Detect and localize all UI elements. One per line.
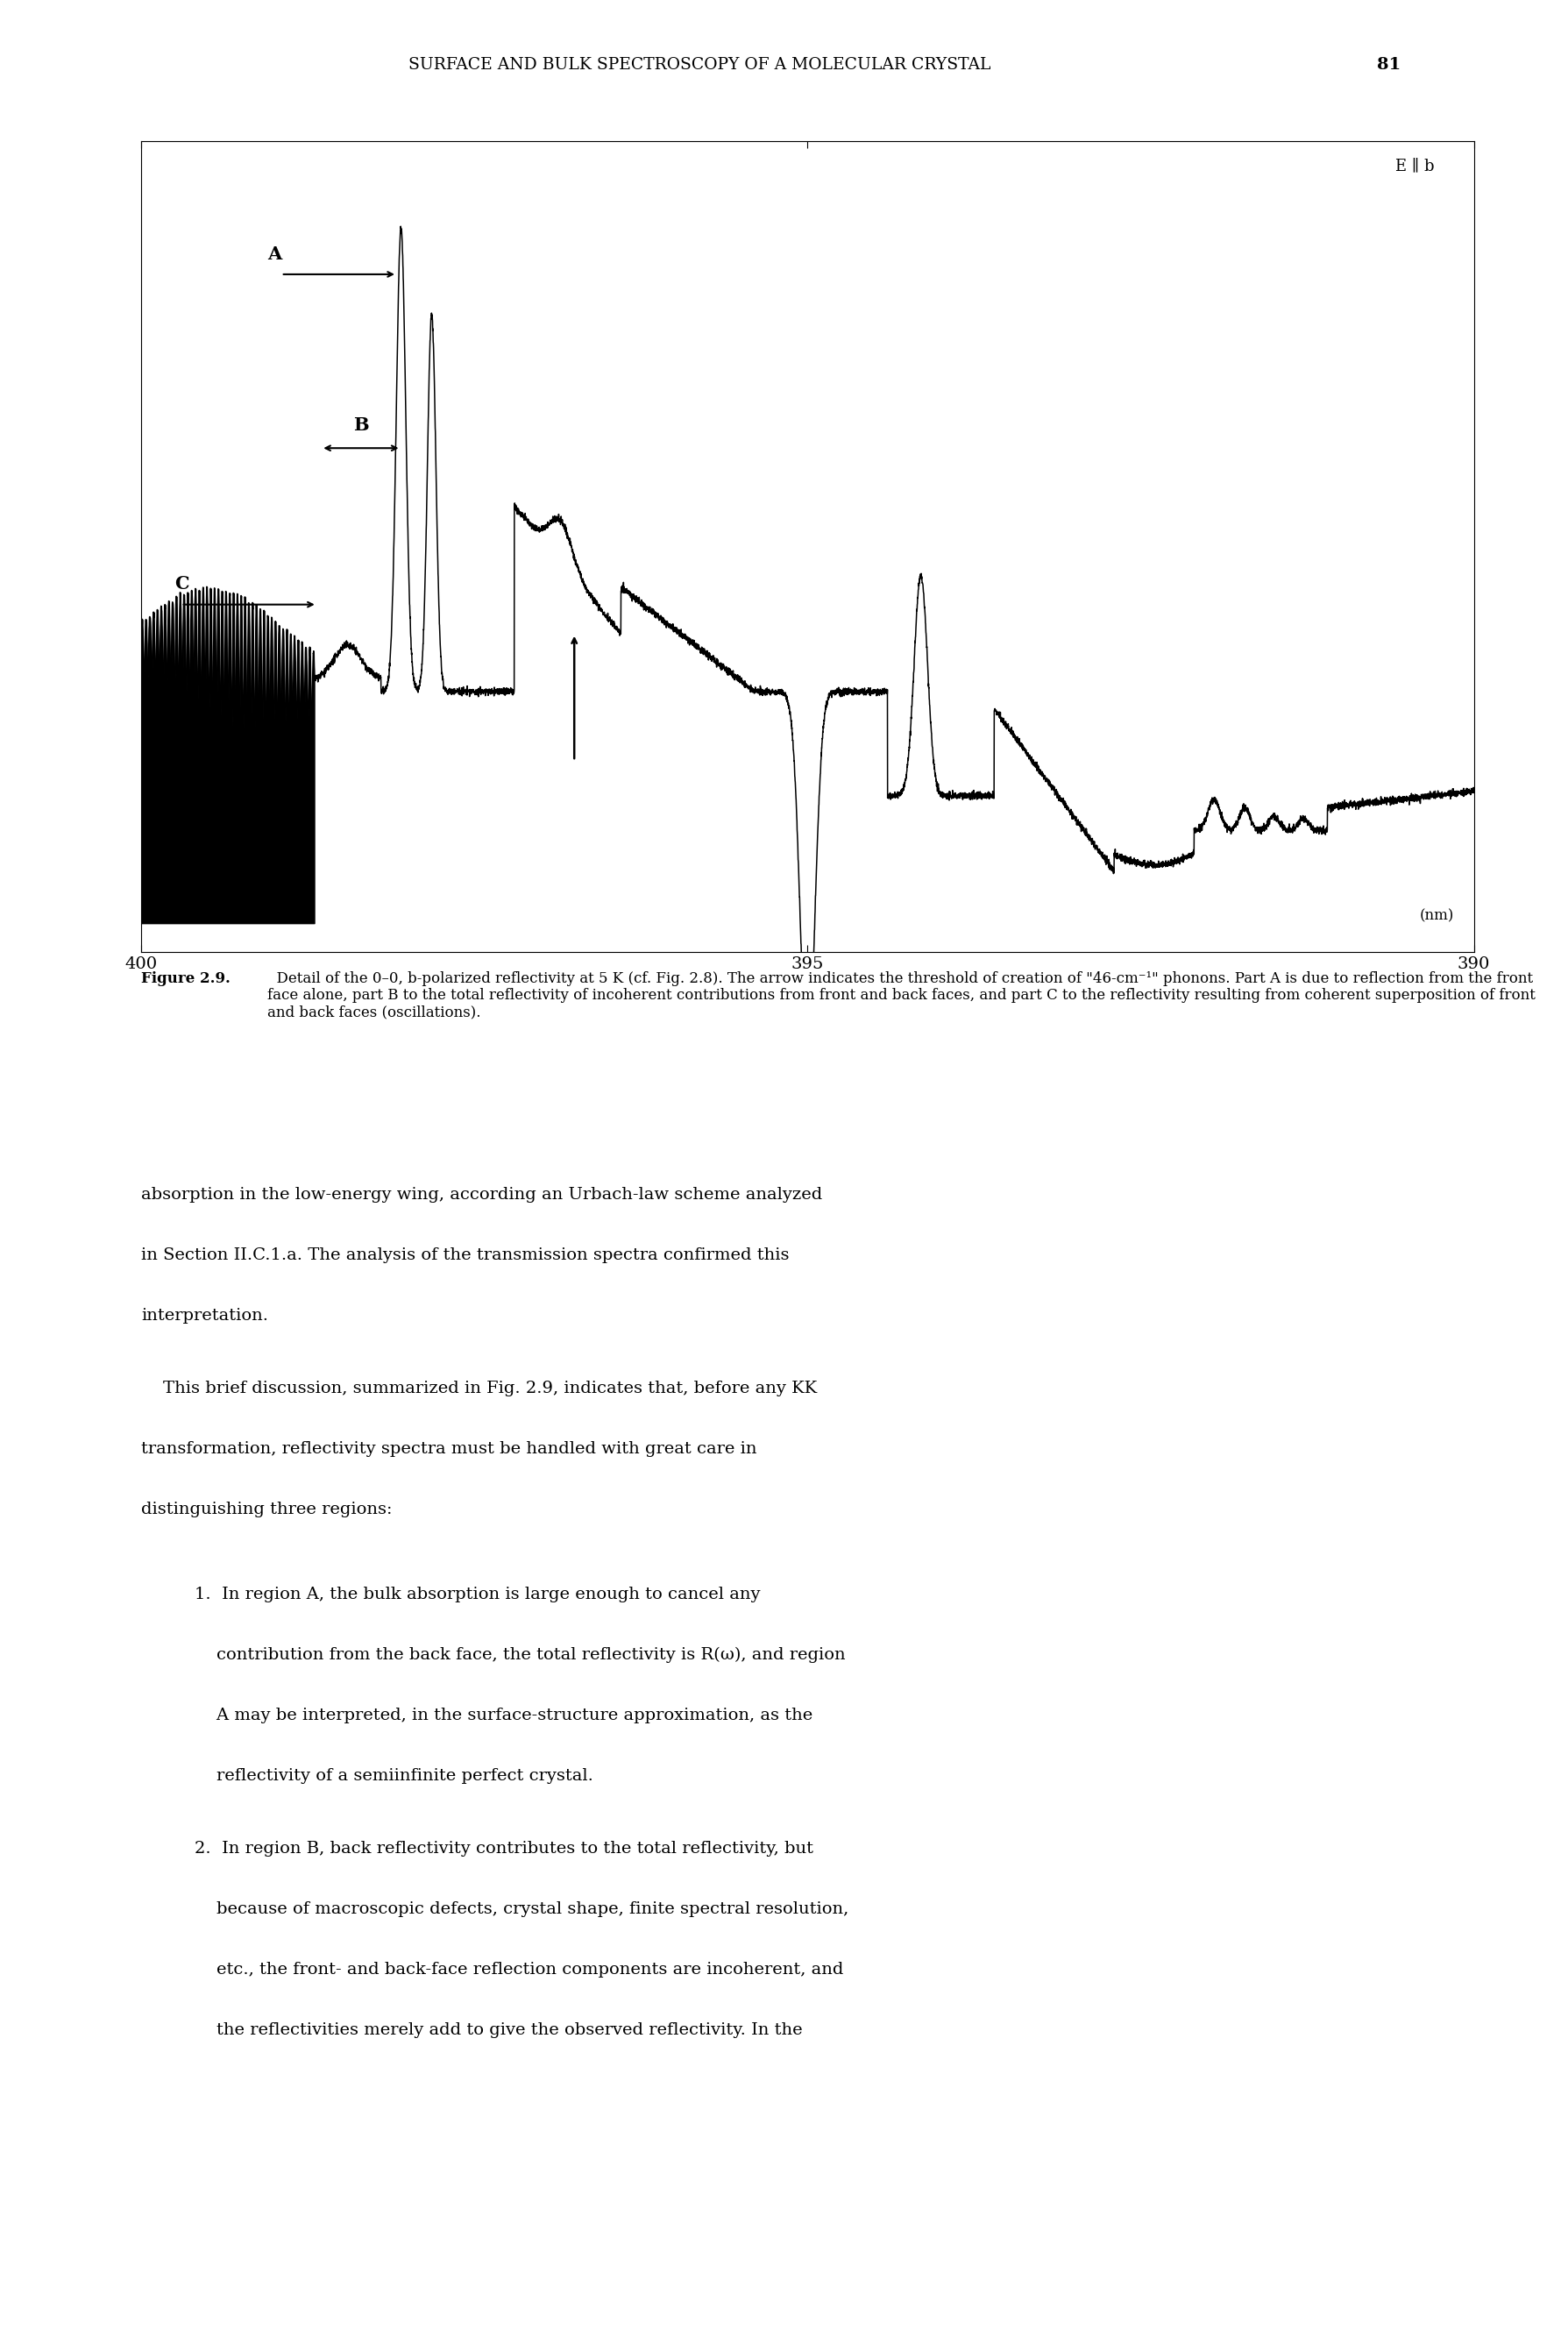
Text: 1.  In region A, the bulk absorption is large enough to cancel any: 1. In region A, the bulk absorption is l… [194,1587,760,1601]
Text: This brief discussion, summarized in Fig. 2.9, indicates that, before any KK: This brief discussion, summarized in Fig… [141,1380,817,1396]
Text: E ∥ b: E ∥ b [1396,158,1433,174]
Text: etc., the front- and back-face reflection components are incoherent, and: etc., the front- and back-face reflectio… [194,1961,844,1977]
Text: in Section II.C.1.a. The analysis of the transmission spectra confirmed this: in Section II.C.1.a. The analysis of the… [141,1248,789,1262]
Text: interpretation.: interpretation. [141,1307,268,1324]
Text: reflectivity of a semiinfinite perfect crystal.: reflectivity of a semiinfinite perfect c… [194,1768,593,1784]
Text: because of macroscopic defects, crystal shape, finite spectral resolution,: because of macroscopic defects, crystal … [194,1902,848,1916]
Text: B: B [353,416,368,433]
Text: transformation, reflectivity spectra must be handled with great care in: transformation, reflectivity spectra mus… [141,1441,757,1458]
Text: 81: 81 [1377,56,1400,73]
Text: contribution from the back face, the total reflectivity is R(ω), and region: contribution from the back face, the tot… [194,1648,845,1662]
Text: A may be interpreted, in the surface-structure approximation, as the: A may be interpreted, in the surface-str… [194,1707,812,1723]
Text: A: A [268,245,282,263]
Text: (nm): (nm) [1419,907,1454,924]
Text: absorption in the low-energy wing, according an Urbach-law scheme analyzed: absorption in the low-energy wing, accor… [141,1187,822,1204]
Text: the reflectivities merely add to give the observed reflectivity. In the: the reflectivities merely add to give th… [194,2022,803,2038]
Text: C: C [174,576,190,592]
Text: 2.  In region B, back reflectivity contributes to the total reflectivity, but: 2. In region B, back reflectivity contri… [194,1841,814,1857]
Text: Figure 2.9.: Figure 2.9. [141,971,230,985]
Text: distinguishing three regions:: distinguishing three regions: [141,1502,392,1516]
Text: Detail of the 0–0, b-polarized reflectivity at 5 K (cf. Fig. 2.8). The arrow ind: Detail of the 0–0, b-polarized reflectiv… [268,971,1537,1020]
Text: SURFACE AND BULK SPECTROSCOPY OF A MOLECULAR CRYSTAL: SURFACE AND BULK SPECTROSCOPY OF A MOLEC… [408,56,991,73]
